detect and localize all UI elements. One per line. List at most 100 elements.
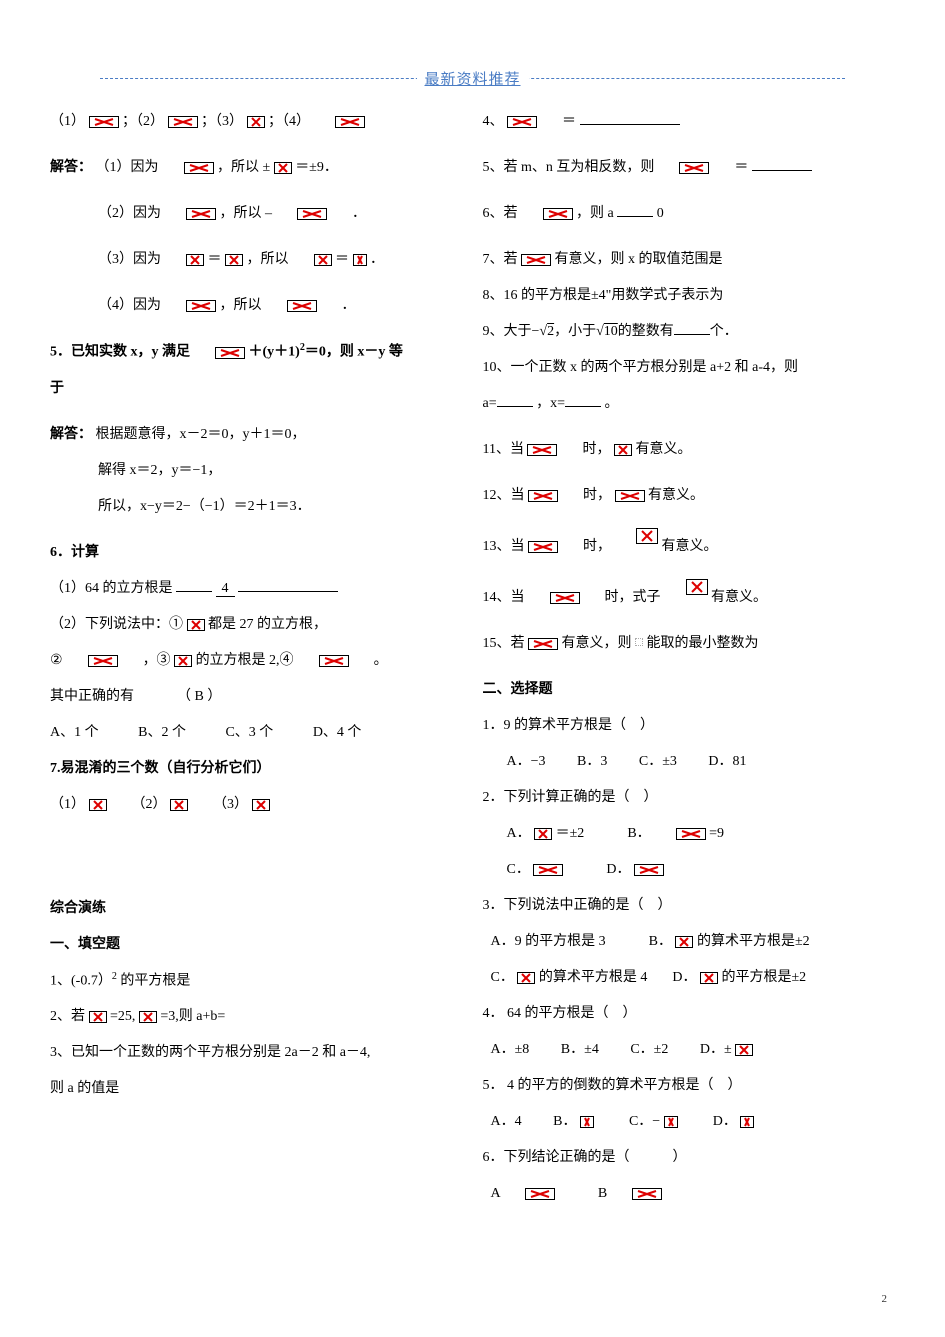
text: （2）下列说法中：① xyxy=(50,617,183,632)
broken-image-icon xyxy=(543,208,573,220)
text: ，小于 xyxy=(554,324,596,339)
fill-4: 4、 ＝ xyxy=(483,108,896,136)
option-a: A． xyxy=(507,826,531,841)
broken-image-icon xyxy=(527,444,557,456)
fill-15: 15、若 有意义，则 能取的最小整数为 xyxy=(483,630,896,658)
broken-image-icon xyxy=(679,162,709,174)
text: （3） xyxy=(213,797,248,812)
choice-6: 6．下列结论正确的是（ ） xyxy=(483,1144,896,1172)
broken-image-icon xyxy=(525,1188,555,1200)
text: ． xyxy=(370,252,384,267)
text: 6、若 xyxy=(483,206,518,221)
text: 13、当 xyxy=(483,539,525,554)
text: 其中正确的有 xyxy=(50,689,134,704)
choice-4: 4． 64 的平方根是（ ） xyxy=(483,1000,896,1028)
broken-image-icon xyxy=(287,300,317,312)
broken-image-icon xyxy=(88,655,118,667)
text: （4）因为 xyxy=(98,298,161,313)
text: 的立方根是 2,④ xyxy=(196,653,294,668)
text: =25, xyxy=(110,1009,135,1024)
text: 2、若 xyxy=(50,1009,85,1024)
text: ；（2） xyxy=(122,114,164,129)
choice-3-row2: C． 的算术平方根是 4 D． 的平方根是±2 xyxy=(483,964,896,992)
text: 7、若 xyxy=(483,252,518,267)
text: ． xyxy=(352,206,366,221)
text: 6．下列结论正确的是（ xyxy=(483,1150,630,1165)
two-column-layout: （1） ；（2） ；（3） ；（4） 解答： （1）因为 ，所以 ± ＝±9． xyxy=(50,100,895,1216)
text: ，则 a xyxy=(576,206,614,221)
text: 3、已知一个正数的两个平方根分别是 2a－2 和 a－4, xyxy=(50,1045,370,1060)
text: 所以，x−y＝2−（−1）＝2＋1＝3． xyxy=(98,499,311,514)
text: ＝ xyxy=(562,114,576,129)
text: ；（4） xyxy=(268,114,310,129)
answer-label: 解答： xyxy=(50,160,92,175)
radicand: 10 xyxy=(604,324,618,339)
option-c: C．±3 xyxy=(639,754,677,769)
choice-1: 1．9 的算术平方根是（ ） xyxy=(483,712,896,740)
broken-image-icon xyxy=(580,1116,594,1128)
option-b: B xyxy=(598,1186,607,1201)
text: 。 xyxy=(374,653,388,668)
section-fill: 一、填空题 xyxy=(50,931,463,959)
text: ，所以 – xyxy=(220,206,273,221)
text: 能取的最小整数为 xyxy=(647,636,759,651)
broken-image-icon xyxy=(247,116,265,128)
text: ，③ xyxy=(143,653,171,668)
text: 解得 x＝2，y＝−1， xyxy=(98,463,221,478)
q6-2: （2）下列说法中：① 都是 27 的立方根， xyxy=(50,611,463,639)
text: 有意义，则 x 的取值范围是 xyxy=(555,252,723,267)
option-c: C、3 个 xyxy=(225,725,273,740)
broken-image-icon xyxy=(215,347,245,359)
broken-image-icon xyxy=(735,1044,753,1056)
text: 时， xyxy=(583,539,611,554)
text: 有意义，则 xyxy=(562,636,632,651)
broken-image-icon xyxy=(252,799,270,811)
choice-2: 2．下列计算正确的是（ ） xyxy=(483,784,896,812)
text: 时， xyxy=(583,488,611,503)
broken-image-icon xyxy=(634,864,664,876)
blank-underline xyxy=(617,203,653,217)
text: ＝±2 xyxy=(556,826,585,841)
broken-image-icon xyxy=(89,799,107,811)
choice-3-row1: A．9 的平方根是 3 B． 的算术平方根是±2 xyxy=(483,928,896,956)
text: （1） xyxy=(50,797,85,812)
choice-2-row1: A． ＝±2 B． =9 xyxy=(483,820,896,848)
text: ，所以 xyxy=(247,252,289,267)
answer-line: （4）因为 ，所以 ． xyxy=(50,292,463,320)
choice-4-options: A．±8 B．±4 C．±2 D．± xyxy=(483,1036,896,1064)
text: 12、当 xyxy=(483,488,525,503)
broken-image-icon xyxy=(700,972,718,984)
q6-2b: ② ，③ 的立方根是 2,④ 。 xyxy=(50,647,463,675)
fill-6: 6、若 ，则 a 0 xyxy=(483,200,896,228)
broken-image-icon xyxy=(615,490,645,502)
broken-image-icon xyxy=(170,799,188,811)
text: 时，式子 xyxy=(605,590,661,605)
text: 有意义。 xyxy=(711,590,767,605)
text: （1）64 的立方根是 xyxy=(50,581,173,596)
broken-image-icon xyxy=(528,541,558,553)
text: 0 xyxy=(657,206,664,221)
page-number: 2 xyxy=(882,1293,888,1305)
option-a: A．−3 xyxy=(507,754,546,769)
option-a: A．±8 xyxy=(491,1042,530,1057)
fill-11: 11、当 时， 有意义。 xyxy=(483,436,896,464)
q5-answer-line: 解得 x＝2，y＝−1， xyxy=(50,457,463,485)
choice-2-row2: C． D． xyxy=(483,856,896,884)
broken-image-icon xyxy=(675,936,693,948)
broken-image-icon xyxy=(686,579,708,595)
text: =9 xyxy=(709,826,724,841)
text: ＝±9． xyxy=(295,160,338,175)
option-b: B． xyxy=(649,934,672,949)
choice-3: 3．下列说法中正确的是（ ） xyxy=(483,892,896,920)
text: 的算术平方根是 4 xyxy=(539,970,648,985)
broken-image-icon xyxy=(676,828,706,840)
broken-image-icon xyxy=(507,116,537,128)
choice-6-options: A B xyxy=(483,1180,896,1208)
option-a: A．9 的平方根是 3 xyxy=(491,934,606,949)
text: 4、 xyxy=(483,114,504,129)
text: 有意义。 xyxy=(662,539,718,554)
blank-underline xyxy=(497,393,533,407)
text: （2）因为 xyxy=(98,206,161,221)
broken-image-icon xyxy=(353,254,367,266)
broken-image-icon xyxy=(550,592,580,604)
